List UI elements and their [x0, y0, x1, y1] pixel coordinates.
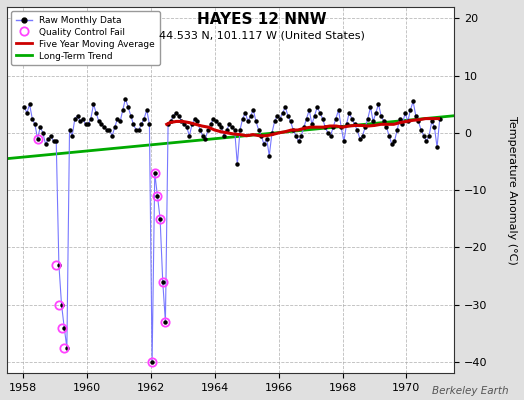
- Legend: Raw Monthly Data, Quality Control Fail, Five Year Moving Average, Long-Term Tren: Raw Monthly Data, Quality Control Fail, …: [12, 12, 160, 65]
- Text: Berkeley Earth: Berkeley Earth: [432, 386, 508, 396]
- Text: 44.533 N, 101.117 W (United States): 44.533 N, 101.117 W (United States): [159, 30, 365, 40]
- Y-axis label: Temperature Anomaly (°C): Temperature Anomaly (°C): [507, 116, 517, 264]
- Text: HAYES 12 NNW: HAYES 12 NNW: [197, 12, 327, 27]
